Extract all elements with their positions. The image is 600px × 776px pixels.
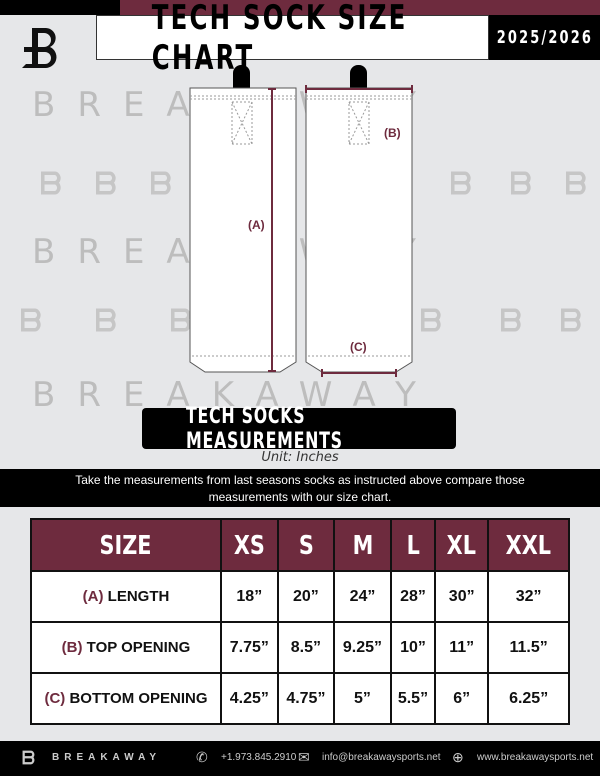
instructions: Take the measurements from last seasons …	[0, 469, 600, 507]
header-label: L	[406, 530, 420, 561]
table-cell: 11.5”	[487, 621, 570, 674]
header-cell: SIZE	[30, 518, 222, 572]
table-cell: 8.5”	[276, 621, 336, 674]
table-cell: 20”	[276, 570, 336, 623]
header-label: XS	[233, 530, 265, 561]
table-cell: 28”	[389, 570, 437, 623]
table-cell: 10”	[389, 621, 437, 674]
header-label: M	[352, 530, 373, 561]
watermark-logo-icon: ᗷ	[510, 167, 532, 202]
watermark-logo-icon: ᗷ	[560, 304, 582, 339]
phone-icon: ✆	[196, 749, 208, 765]
globe-icon: ⊕	[452, 749, 464, 765]
header-label: SIZE	[99, 530, 152, 561]
table-row: (A) LENGTH 18” 20” 24” 28” 30” 32”	[30, 570, 570, 623]
page-title: TECH SOCK SIZE CHART	[151, 0, 408, 78]
row-name: BOTTOM OPENING	[69, 690, 208, 707]
watermark-logo-icon: ᗷ	[500, 304, 522, 339]
table-cell: 24”	[333, 570, 392, 623]
watermark-logo-icon: ᗷ	[95, 304, 117, 339]
table-cell: 5”	[333, 672, 392, 725]
table-cell: 4.25”	[220, 672, 279, 725]
table-cell: 32”	[487, 570, 570, 623]
row-code: (A)	[82, 588, 104, 605]
footer: ᗷ BREAKAWAY ✆ +1.973.845.2910 ✉ info@bre…	[0, 741, 600, 776]
table-row: (B) TOP OPENING 7.75” 8.5” 9.25” 10” 11” 11.5”	[30, 621, 570, 674]
label-a: (A)	[248, 218, 265, 232]
row-name: TOP OPENING	[86, 639, 191, 656]
unit-label: Unit: Inches	[261, 450, 339, 465]
watermark-logo-icon: ᗷ	[565, 167, 587, 202]
footer-brand: BREAKAWAY	[52, 752, 162, 763]
top-bar-black	[0, 0, 120, 15]
title-box: TECH SOCK SIZE CHART	[96, 0, 489, 78]
table-cell: 18”	[220, 570, 279, 623]
watermark-logo-icon: ᗷ	[40, 167, 62, 202]
footer-logo: ᗷ	[22, 748, 35, 769]
header-cell: XXL	[487, 518, 570, 572]
watermark-logo-icon: ᗷ	[150, 167, 172, 202]
table-row: (C) BOTTOM OPENING 4.25” 4.75” 5” 5.5” 6” 6.25…	[30, 672, 570, 725]
season-box: 2025/2026	[489, 15, 600, 60]
brand-logo	[18, 22, 70, 74]
table-cell: 5.5”	[389, 672, 437, 725]
table-cell: 7.75”	[220, 621, 279, 674]
footer-website[interactable]: www.breakawaysports.net	[477, 752, 594, 763]
watermark-logo-icon: ᗷ	[420, 304, 442, 339]
header-cell: S	[276, 518, 336, 572]
table-cell: 4.75”	[276, 672, 336, 725]
header-label: XL	[447, 530, 477, 561]
row-name: LENGTH	[107, 588, 170, 605]
watermark-logo-icon: ᗷ	[170, 304, 192, 339]
table-cell: 6”	[434, 672, 490, 725]
footer-email[interactable]: info@breakawaysports.net	[322, 752, 441, 763]
table-cell: 30”	[434, 570, 490, 623]
table-cell: 6.25”	[487, 672, 570, 725]
section-title: TECH SOCKS MEASUREMENTS	[185, 403, 343, 454]
mail-icon: ✉	[298, 749, 310, 765]
row-label: (C) BOTTOM OPENING	[30, 672, 222, 725]
header-label: XXL	[505, 530, 552, 561]
watermark-logo-icon: ᗷ	[450, 167, 472, 202]
row-code: (B)	[61, 639, 83, 656]
size-chart-table: SIZE XS S M L XL XXL (A) LENGTH 18” 20” 24” 28” 30”…	[30, 518, 570, 725]
label-c: (C)	[350, 340, 367, 354]
watermark: BREAKAWAY	[32, 375, 438, 415]
row-label: (A) LENGTH	[30, 570, 222, 623]
row-label: (B) TOP OPENING	[30, 621, 222, 674]
footer-phone[interactable]: +1.973.845.2910	[221, 752, 297, 763]
season-label: 2025/2026	[496, 27, 593, 48]
header-cell: M	[333, 518, 392, 572]
watermark-logo-icon: ᗷ	[20, 304, 42, 339]
header-cell: XS	[220, 518, 279, 572]
sock-diagram	[189, 65, 413, 377]
top-bar-maroon	[120, 0, 600, 15]
measurements-banner: TECH SOCKS MEASUREMENTS	[142, 404, 456, 454]
watermark-logo-icon: ᗷ	[95, 167, 117, 202]
table-cell: 11”	[434, 621, 490, 674]
label-b: (B)	[384, 126, 401, 140]
table-header: SIZE XS S M L XL XXL	[30, 518, 570, 572]
row-code: (C)	[44, 690, 66, 707]
header-label: S	[298, 530, 314, 561]
header-cell: XL	[434, 518, 490, 572]
header-cell: L	[389, 518, 437, 572]
table-cell: 9.25”	[333, 621, 392, 674]
